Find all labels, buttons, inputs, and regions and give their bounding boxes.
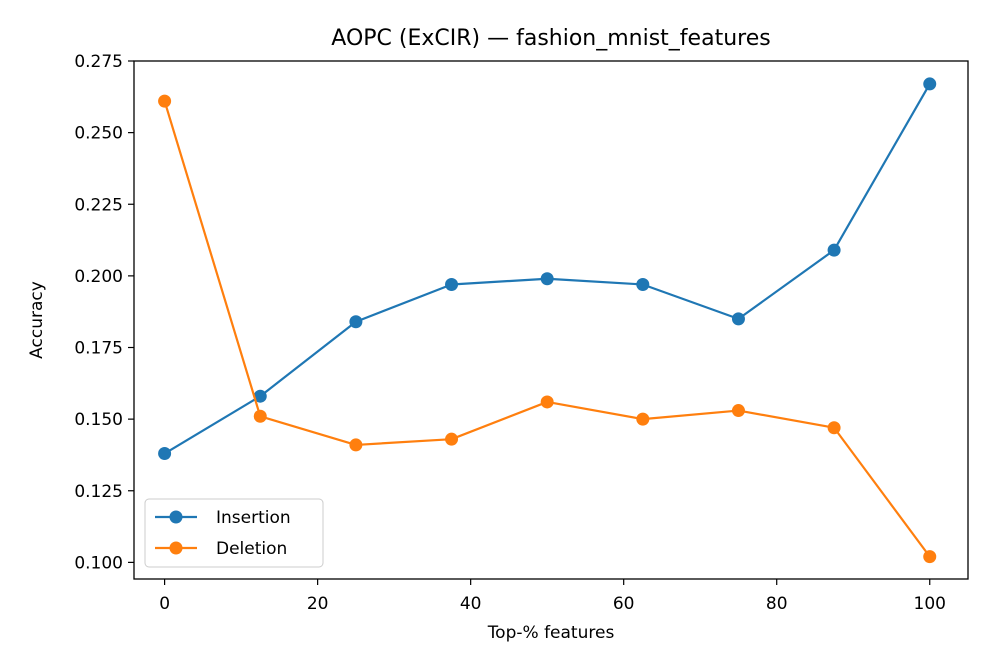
data-point-deletion [445, 432, 459, 446]
legend-marker-insertion [169, 510, 183, 524]
x-tick-label: 100 [914, 594, 946, 614]
data-point-deletion [158, 94, 172, 108]
chart-title: AOPC (ExCIR) — fashion_mnist_features [331, 26, 770, 51]
y-axis-label: Accuracy [27, 281, 47, 359]
x-tick-label: 40 [460, 594, 482, 614]
data-point-deletion [827, 421, 841, 435]
x-axis: 0 20 40 60 80 100 [159, 579, 946, 614]
legend: Insertion Deletion [144, 498, 324, 568]
legend-label-insertion: Insertion [216, 508, 291, 528]
data-point-deletion [636, 412, 650, 426]
y-tick-label: 0.200 [74, 267, 123, 287]
data-point-insertion [827, 243, 841, 257]
plot-area [133, 60, 969, 580]
data-point-insertion [158, 447, 172, 461]
data-point-insertion [445, 277, 459, 291]
series-layer [158, 77, 937, 564]
y-tick-label: 0.275 [74, 52, 123, 72]
x-axis-label: Top-% features [487, 623, 615, 643]
data-point-deletion [540, 395, 554, 409]
y-tick-label: 0.250 [74, 124, 123, 144]
data-point-deletion [349, 438, 363, 452]
y-tick-label: 0.100 [74, 553, 123, 573]
data-point-insertion [923, 77, 937, 91]
x-tick-label: 20 [307, 594, 329, 614]
data-point-insertion [636, 277, 650, 291]
y-axis: 0.100 0.125 0.150 0.175 0.200 0.225 0.250 0.275 [74, 52, 134, 573]
y-tick-label: 0.150 [74, 410, 123, 430]
data-point-insertion [731, 312, 745, 326]
y-tick-label: 0.175 [74, 339, 123, 359]
x-tick-label: 80 [766, 594, 788, 614]
data-point-deletion [731, 404, 745, 418]
legend-marker-deletion [169, 541, 183, 555]
data-point-deletion [253, 409, 267, 423]
y-tick-label: 0.225 [74, 195, 123, 215]
data-point-insertion [253, 389, 267, 403]
x-tick-label: 60 [613, 594, 635, 614]
legend-label-deletion: Deletion [216, 539, 287, 559]
y-tick-label: 0.125 [74, 482, 123, 502]
data-point-deletion [923, 550, 937, 564]
x-tick-label: 0 [159, 594, 170, 614]
data-point-insertion [540, 272, 554, 286]
data-point-insertion [349, 315, 363, 329]
